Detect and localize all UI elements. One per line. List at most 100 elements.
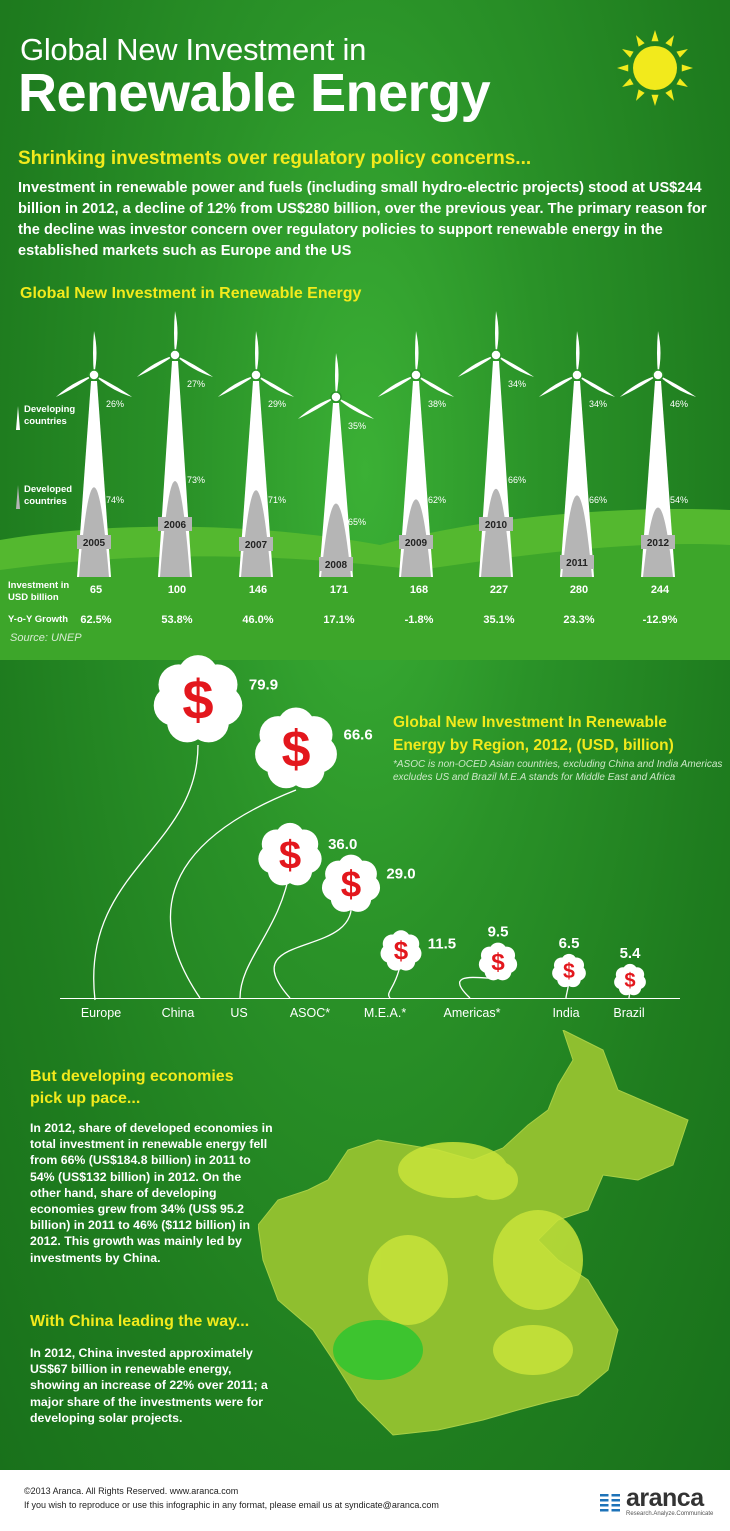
- row-growth-label: Y-o-Y Growth: [8, 614, 68, 625]
- blade: [256, 375, 295, 397]
- region-title-line1: Global New Investment In Renewable: [393, 714, 667, 731]
- turbine-2012: 46% 54% 2012: [619, 331, 697, 577]
- blade: [55, 375, 94, 397]
- region-us: $36.0: [239, 822, 357, 999]
- developing-share-2005: 26%: [106, 399, 124, 409]
- developed-share-2009: 62%: [428, 495, 446, 505]
- legend-developing-line2: countries: [24, 416, 67, 427]
- flower-center: [171, 673, 225, 727]
- aranca-logo-icon: [600, 1491, 620, 1513]
- developing-heading: But developing economies pick up pace...: [30, 1068, 234, 1107]
- investment-value-2011: 280: [569, 584, 589, 596]
- year-plate: [560, 555, 594, 569]
- developing-share-2011: 34%: [589, 399, 607, 409]
- dollar-sign-icon: $: [563, 959, 575, 983]
- year-plate: [399, 535, 433, 549]
- region-label: Americas*: [443, 1006, 501, 1020]
- year-label-2012: 2012: [647, 538, 670, 549]
- developing-share-2012: 46%: [670, 399, 688, 409]
- growth-value-2009: -1.8%: [404, 614, 434, 626]
- blade: [657, 331, 661, 375]
- legend-developing-line1: Developing: [24, 404, 76, 415]
- blade: [538, 375, 577, 397]
- section-subheading: Shrinking investments over regulatory po…: [18, 148, 532, 169]
- growth-value-2006: 53.8%: [161, 614, 193, 626]
- dollar-sign-icon: $: [624, 970, 635, 992]
- year-label-2008: 2008: [325, 560, 348, 571]
- flower-center: [271, 724, 321, 774]
- region-india: $6.5: [552, 935, 586, 999]
- tower-developed-2007: [241, 490, 271, 577]
- blade: [495, 311, 499, 355]
- year-label-2011: 2011: [566, 558, 588, 569]
- developed-share-2006: 73%: [187, 475, 205, 485]
- developed-share-2012: 54%: [670, 495, 688, 505]
- sun-icon: [617, 30, 693, 106]
- region-mea: $11.5: [380, 930, 456, 999]
- turbine-hub: [571, 369, 583, 381]
- title-line1: Global New Investment in: [20, 32, 367, 67]
- turbine-hub: [652, 369, 664, 381]
- blade: [496, 355, 535, 377]
- investment-value-2006: 100: [167, 584, 187, 596]
- turbine-hub: [250, 369, 262, 381]
- year-label-2005: 2005: [83, 538, 106, 549]
- developed-share-2008: 65%: [348, 517, 366, 527]
- region-baseline: [60, 998, 680, 999]
- region-chart-title: Global New Investment In Renewable Energ…: [393, 711, 674, 757]
- region-label: India: [552, 1006, 580, 1020]
- growth-value-2012: -12.9%: [642, 614, 678, 626]
- developing-share-2009: 38%: [428, 399, 446, 409]
- blade: [336, 397, 375, 419]
- region-label: Europe: [80, 1006, 122, 1020]
- region-value: 36.0: [328, 836, 357, 853]
- dollar-sign-icon: $: [282, 719, 311, 777]
- flower-center: [558, 960, 580, 982]
- blade: [174, 311, 178, 355]
- blade: [576, 331, 580, 375]
- legend-developed-line2: countries: [24, 496, 67, 507]
- growth-value-2005: 62.5%: [80, 614, 112, 626]
- year-label-2010: 2010: [485, 520, 508, 531]
- region-value: 66.6: [343, 726, 372, 743]
- blade: [577, 375, 616, 397]
- flower-stem: [93, 744, 199, 1001]
- year-label-2007: 2007: [245, 540, 268, 551]
- tower-developing-2012: [641, 381, 675, 577]
- year-plate: [77, 535, 111, 549]
- region-value: 6.5: [559, 935, 580, 952]
- flower-center: [620, 970, 640, 990]
- blade: [377, 375, 416, 397]
- developed-share-2010: 66%: [508, 475, 526, 485]
- region-asoc: $29.0: [273, 854, 416, 999]
- footer: ©2013 Aranca. All Rights Reserved. www.a…: [0, 1470, 730, 1531]
- year-label-2009: 2009: [405, 538, 428, 549]
- growth-value-2011: 23.3%: [563, 614, 595, 626]
- region-label: M.E.A.*: [363, 1006, 407, 1020]
- turbine-2009: 38% 62% 2009: [377, 331, 455, 577]
- region-label: US: [230, 1006, 248, 1020]
- row-investment-label: Investment in USD billion: [8, 580, 69, 604]
- turbine-hub: [490, 349, 502, 361]
- turbine-chart: 26% 74% 2005 27% 73% 2006 29% 71% 2007 35% 65% 2008…: [55, 311, 697, 577]
- year-plate: [158, 517, 192, 531]
- developing-share-2006: 27%: [187, 379, 205, 389]
- growth-value-2008: 17.1%: [323, 614, 355, 626]
- developing-share-2010: 34%: [508, 379, 526, 389]
- turbine-2010: 34% 66% 2010: [457, 311, 535, 577]
- blade: [619, 375, 658, 397]
- blade: [335, 353, 339, 397]
- investment-value-2012: 244: [650, 584, 670, 596]
- turbine-2008: 35% 65% 2008: [297, 353, 375, 577]
- region-title-line2: Energy by Region, 2012, (USD, billion): [393, 737, 674, 754]
- row-investment-line1: Investment in: [8, 580, 70, 591]
- region-value: 5.4: [620, 945, 642, 962]
- china-map: [258, 1030, 689, 1436]
- aranca-logo[interactable]: aranca: [626, 1484, 704, 1512]
- developed-share-2011: 66%: [589, 495, 607, 505]
- blade: [136, 355, 175, 377]
- blade: [658, 375, 697, 397]
- page-title: Renewable Energy: [18, 63, 491, 123]
- region-flower-chart: $79.9$ 66.6$ 36.0$ 29.0$ 11.5$9.5$6.5$5.4: [93, 655, 646, 1001]
- year-plate: [479, 517, 513, 531]
